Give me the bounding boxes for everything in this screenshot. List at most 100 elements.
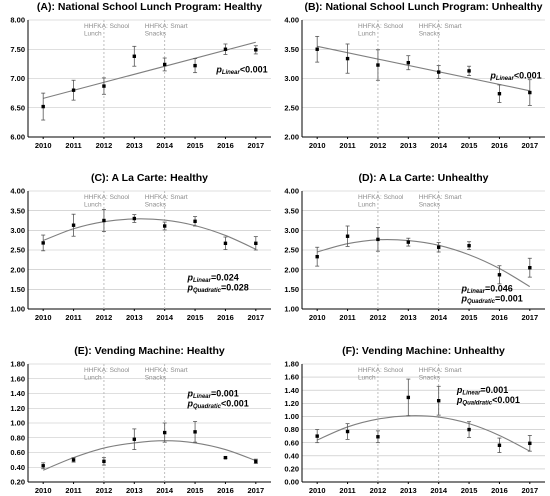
policy-annotation: HHFKA: School (358, 194, 404, 201)
y-tick-label: 0.60 (284, 438, 299, 447)
data-point (162, 62, 167, 67)
data-point (132, 54, 137, 58)
data-point (193, 430, 197, 434)
x-tick-label: 2013 (400, 141, 417, 150)
data-point (528, 441, 532, 446)
data-point (497, 443, 502, 447)
x-tick-label: 2013 (400, 486, 417, 495)
x-tick-label: 2013 (126, 313, 143, 322)
data-point (497, 92, 502, 96)
data-point (315, 434, 319, 438)
x-tick-label: 2010 (309, 313, 326, 322)
y-tick-label: 6.00 (10, 133, 25, 142)
policy-annotation: Snacks (145, 31, 167, 38)
y-tick-label: 0.80 (10, 433, 25, 442)
x-tick-label: 2017 (521, 486, 538, 495)
y-tick-label: 7.50 (10, 45, 25, 54)
policy-annotation: Snacks (419, 31, 441, 38)
trend-curve (316, 415, 531, 452)
chart-title: (B): National School Lunch Program: Unhe… (304, 1, 542, 13)
data-point (436, 245, 441, 249)
p-value-label: pLinear<0.001 (215, 65, 267, 77)
p-value-label: pLinear<0.001 (489, 71, 541, 83)
x-tick-label: 2016 (491, 486, 508, 495)
trend-line (43, 41, 256, 99)
x-tick-label: 2012 (96, 313, 113, 322)
x-tick-label: 2011 (65, 486, 81, 495)
y-tick-label: 1.80 (284, 360, 299, 369)
panel-e: (E): Vending Machine: Healthy 0.20 0.40 0.6… (10, 345, 271, 495)
y-tick-label: 2.50 (10, 246, 25, 255)
data-point (132, 216, 137, 221)
y-tick-label: 0.40 (10, 463, 25, 472)
data-point (376, 63, 380, 67)
y-tick-label: 1.00 (10, 419, 25, 428)
y-tick-label: 0.20 (284, 464, 299, 473)
x-tick-label: 2011 (339, 313, 355, 322)
p-value-label: pLinear=0.024 (186, 273, 238, 285)
data-point (315, 254, 319, 259)
x-tick-label: 2010 (35, 141, 52, 150)
data-point (345, 429, 350, 434)
y-tick-label: 1.60 (10, 374, 25, 383)
x-tick-label: 2016 (491, 141, 508, 150)
policy-annotation: HHFKA: Smart (419, 367, 462, 374)
y-tick-label: 1.40 (10, 389, 25, 398)
x-tick-label: 2015 (461, 486, 478, 495)
policy-annotation: HHFKA: Smart (145, 367, 188, 374)
data-point (71, 223, 76, 227)
y-tick-label: 1.20 (10, 404, 25, 413)
y-tick-label: 3.50 (10, 206, 25, 215)
p-value-label: pLinear=0.001 (456, 385, 508, 397)
x-tick-label: 2016 (491, 313, 508, 322)
data-point (254, 459, 258, 464)
y-tick-label: 1.80 (10, 360, 25, 369)
x-tick-label: 2015 (461, 141, 478, 150)
p-value-label: pQuadratic=0.028 (186, 283, 248, 295)
data-point (41, 104, 45, 109)
x-tick-label: 2017 (247, 313, 264, 322)
panel-f: (F): Vending Machine: Unhealthy 0.00 0.20 0… (284, 345, 545, 495)
policy-annotation: Lunch (84, 202, 102, 209)
y-tick-label: 0.00 (284, 478, 299, 487)
data-point (41, 241, 45, 245)
data-point (345, 56, 350, 61)
trend-curve (42, 440, 257, 471)
y-tick-label: 0.20 (10, 478, 25, 487)
x-tick-label: 2013 (400, 313, 417, 322)
data-point (406, 395, 411, 400)
x-tick-label: 2015 (187, 141, 204, 150)
data-point (71, 88, 76, 92)
y-tick-label: 2.00 (284, 133, 299, 142)
data-point (345, 234, 350, 238)
data-point (528, 266, 532, 270)
data-point (406, 61, 411, 65)
data-point (376, 237, 380, 242)
x-tick-label: 2011 (65, 313, 81, 322)
y-tick-label: 1.50 (284, 285, 299, 294)
policy-annotation: Lunch (358, 375, 376, 382)
y-tick-label: 4.00 (10, 187, 25, 196)
p-value-label: pLinear=0.001 (186, 388, 238, 400)
y-tick-label: 1.60 (284, 373, 299, 382)
x-tick-label: 2010 (309, 486, 326, 495)
y-tick-label: 3.00 (284, 226, 299, 235)
x-tick-label: 2012 (370, 141, 387, 150)
y-tick-label: 1.50 (10, 285, 25, 294)
data-point (71, 458, 76, 462)
y-tick-label: 4.00 (284, 187, 299, 196)
y-tick-label: 1.00 (284, 305, 299, 314)
trend-curve (317, 238, 531, 288)
y-tick-label: 0.80 (284, 425, 299, 434)
x-tick-label: 2014 (430, 486, 448, 495)
policy-annotation: Lunch (358, 202, 376, 209)
x-tick-label: 2012 (370, 313, 387, 322)
data-point (223, 47, 228, 51)
x-tick-label: 2017 (521, 313, 538, 322)
panel-d: (D): A La Carte: Unhealthy 1.00 1.50 2.00 2.… (284, 172, 545, 322)
policy-annotation: Snacks (145, 375, 167, 382)
y-tick-label: 3.00 (10, 226, 25, 235)
y-tick-label: 0.40 (284, 451, 299, 460)
policy-annotation: Lunch (358, 31, 376, 38)
